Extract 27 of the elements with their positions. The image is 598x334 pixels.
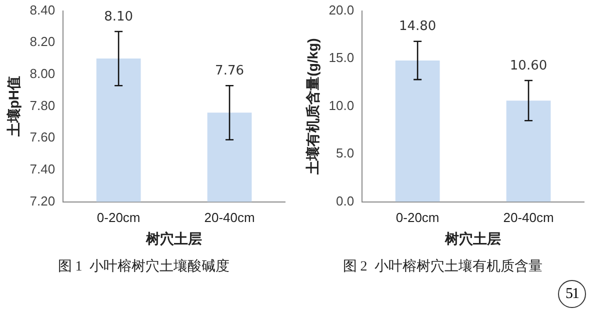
- y-tick-label: 7.40: [30, 162, 56, 177]
- y-tick-label: 5.0: [336, 146, 354, 161]
- text: 图 2 小叶榕树穴土壤有机质含量: [342, 258, 542, 274]
- y-tick-label: 0.0: [336, 193, 354, 208]
- y-tick-label: 8.20: [30, 34, 56, 50]
- y-tick-label: 8.40: [30, 2, 56, 18]
- y-tick-label: 8.00: [30, 66, 56, 82]
- y-tick-label: 7.60: [30, 130, 56, 145]
- text: 51: [558, 280, 586, 308]
- x-tick-label: 0-20cm: [396, 210, 440, 226]
- x-tick-label: 0-20cm: [96, 210, 140, 226]
- y-tick-label: 10.0: [328, 98, 354, 113]
- text: 图 1 小叶榕树穴土壤酸碱度: [58, 258, 230, 274]
- y-tick-label: 15.0: [328, 50, 354, 66]
- text: 14.80: [398, 19, 436, 34]
- y-tick-label: 7.80: [30, 98, 56, 113]
- y-tick-label: 20.0: [328, 2, 354, 18]
- text: 8.10: [104, 9, 134, 24]
- y-tick-label: 7.20: [30, 193, 56, 208]
- x-tick-label: 20-40cm: [503, 210, 554, 226]
- y-axis-title: 土壤有机质含量(g/kg): [304, 38, 320, 176]
- text: 10.60: [510, 58, 548, 74]
- text: 7.76: [215, 63, 244, 78]
- x-axis-title: 树穴土层: [145, 230, 202, 247]
- y-axis-title: 土壤pH值: [5, 76, 22, 138]
- x-axis-title: 树穴土层: [444, 230, 502, 247]
- x-tick-label: 20-40cm: [204, 210, 255, 226]
